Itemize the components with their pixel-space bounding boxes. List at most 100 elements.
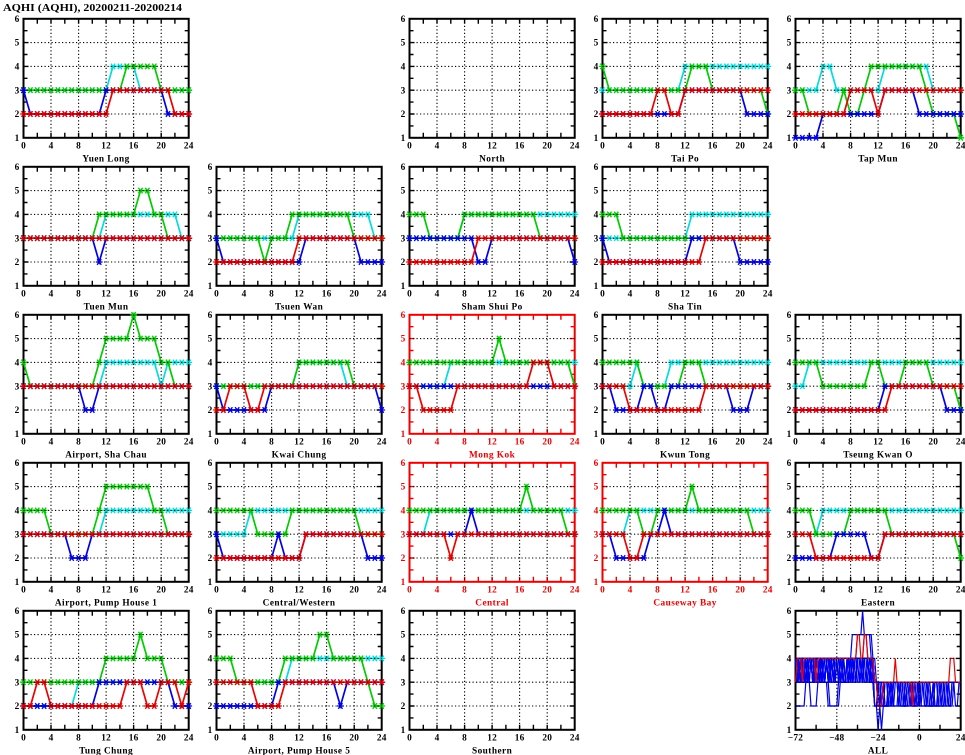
svg-text:6: 6 — [401, 607, 406, 617]
svg-text:3: 3 — [208, 530, 213, 540]
svg-text:12: 12 — [101, 289, 111, 299]
svg-text:4: 4 — [49, 437, 54, 447]
svg-text:4: 4 — [49, 289, 54, 299]
svg-text:20: 20 — [735, 437, 745, 447]
svg-text:6: 6 — [15, 15, 20, 25]
svg-text:20: 20 — [349, 437, 359, 447]
svg-text:4: 4 — [435, 289, 440, 299]
svg-text:6: 6 — [15, 607, 20, 617]
svg-text:20: 20 — [542, 141, 552, 151]
svg-text:−24: −24 — [870, 733, 885, 743]
svg-text:4: 4 — [628, 585, 633, 595]
svg-text:12: 12 — [873, 437, 883, 447]
svg-text:0: 0 — [407, 437, 412, 447]
svg-text:16: 16 — [901, 585, 911, 595]
svg-text:1: 1 — [787, 578, 792, 588]
svg-text:4: 4 — [208, 211, 213, 221]
svg-text:16: 16 — [322, 437, 332, 447]
svg-text:Central: Central — [475, 599, 509, 609]
svg-text:4: 4 — [401, 63, 406, 73]
svg-text:20: 20 — [928, 141, 938, 151]
svg-text:2: 2 — [401, 406, 406, 416]
svg-text:3: 3 — [15, 382, 20, 392]
svg-text:16: 16 — [322, 733, 332, 743]
svg-text:4: 4 — [435, 733, 440, 743]
svg-text:8: 8 — [848, 585, 853, 595]
svg-text:4: 4 — [49, 141, 54, 151]
svg-text:North: North — [479, 155, 505, 165]
svg-text:12: 12 — [487, 141, 497, 151]
svg-text:2: 2 — [15, 554, 20, 564]
svg-text:0: 0 — [407, 733, 412, 743]
svg-text:3: 3 — [15, 86, 20, 96]
svg-text:4: 4 — [787, 359, 792, 369]
svg-text:1: 1 — [208, 578, 213, 588]
svg-text:Sham Shui Po: Sham Shui Po — [461, 303, 522, 313]
svg-text:Airport, Pump House 5: Airport, Pump House 5 — [248, 747, 350, 755]
svg-text:24: 24 — [956, 585, 965, 595]
svg-text:16: 16 — [515, 437, 525, 447]
svg-text:16: 16 — [322, 585, 332, 595]
svg-text:0: 0 — [214, 585, 219, 595]
svg-text:2: 2 — [15, 406, 20, 416]
svg-text:3: 3 — [208, 234, 213, 244]
svg-text:2: 2 — [208, 702, 213, 712]
svg-text:4: 4 — [628, 141, 633, 151]
svg-text:12: 12 — [294, 585, 304, 595]
svg-text:24: 24 — [956, 141, 965, 151]
svg-text:16: 16 — [515, 733, 525, 743]
svg-text:24: 24 — [377, 585, 387, 595]
svg-text:12: 12 — [294, 437, 304, 447]
svg-text:5: 5 — [15, 631, 20, 641]
svg-text:8: 8 — [462, 733, 467, 743]
svg-text:24: 24 — [184, 437, 194, 447]
svg-text:0: 0 — [407, 289, 412, 299]
svg-text:Tuen Mun: Tuen Mun — [84, 303, 129, 313]
svg-text:4: 4 — [401, 359, 406, 369]
svg-text:20: 20 — [928, 437, 938, 447]
svg-text:3: 3 — [594, 86, 599, 96]
svg-text:0: 0 — [407, 141, 412, 151]
svg-text:0: 0 — [21, 585, 26, 595]
svg-text:5: 5 — [208, 335, 213, 345]
svg-text:6: 6 — [401, 459, 406, 469]
svg-text:12: 12 — [680, 437, 690, 447]
svg-text:8: 8 — [462, 585, 467, 595]
svg-text:16: 16 — [129, 141, 139, 151]
svg-text:20: 20 — [735, 289, 745, 299]
svg-text:12: 12 — [487, 585, 497, 595]
svg-text:Central/Western: Central/Western — [263, 599, 336, 609]
svg-text:Kwun Tong: Kwun Tong — [660, 451, 710, 461]
svg-text:5: 5 — [208, 483, 213, 493]
svg-text:5: 5 — [208, 631, 213, 641]
svg-text:1: 1 — [15, 134, 20, 144]
svg-text:Airport, Sha Chau: Airport, Sha Chau — [65, 451, 147, 461]
svg-text:4: 4 — [49, 585, 54, 595]
svg-text:1: 1 — [15, 726, 20, 736]
svg-text:6: 6 — [787, 459, 792, 469]
svg-text:8: 8 — [655, 585, 660, 595]
svg-text:4: 4 — [594, 507, 599, 517]
svg-text:16: 16 — [515, 141, 525, 151]
svg-text:3: 3 — [15, 678, 20, 688]
svg-text:24: 24 — [763, 437, 773, 447]
svg-text:1: 1 — [208, 726, 213, 736]
svg-text:0: 0 — [917, 733, 922, 743]
svg-text:1: 1 — [401, 578, 406, 588]
svg-text:20: 20 — [349, 733, 359, 743]
svg-text:8: 8 — [76, 289, 81, 299]
svg-text:6: 6 — [208, 607, 213, 617]
svg-text:3: 3 — [15, 530, 20, 540]
svg-text:8: 8 — [462, 141, 467, 151]
svg-text:16: 16 — [901, 437, 911, 447]
svg-text:24: 24 — [184, 585, 194, 595]
svg-text:20: 20 — [542, 289, 552, 299]
svg-text:5: 5 — [15, 483, 20, 493]
svg-text:2: 2 — [401, 258, 406, 268]
svg-text:20: 20 — [156, 289, 166, 299]
svg-text:16: 16 — [708, 141, 718, 151]
svg-text:2: 2 — [15, 110, 20, 120]
svg-text:12: 12 — [680, 141, 690, 151]
svg-text:3: 3 — [594, 382, 599, 392]
svg-text:3: 3 — [594, 530, 599, 540]
